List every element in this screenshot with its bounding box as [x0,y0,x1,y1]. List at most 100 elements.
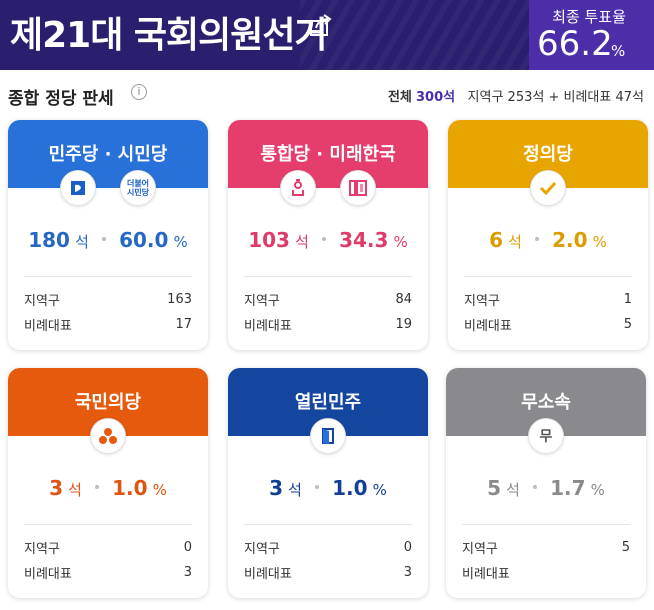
separator-dot [535,237,540,241]
party-card-independent[interactable]: 무소속 무 5 석 1.7 % 지역구 5 비례대표 [446,368,646,598]
pr-value: 5 [623,317,632,332]
percent-unit: % [393,233,408,251]
seat-count: 103 [248,228,290,252]
pr-row: 비례대표 3 [244,560,412,585]
info-icon[interactable]: i [131,84,147,100]
seat-count: 3 [269,476,284,500]
total-seats: 300석 [416,90,456,105]
pr-value: 19 [395,317,412,332]
seat-breakdown: 지역구 5 비례대표 [462,524,630,585]
district-label: 지역구 [24,294,60,309]
card-header: 통합당 · 미래한국 [228,120,428,188]
party-name: 통합당 · 미래한국 [260,144,396,165]
election-title: 제21대 국회의원선거 [10,15,328,56]
turnout-box: 최종 투표율 66.2 % [529,0,654,70]
seat-unit: 석 [506,481,520,499]
pr-value: 17 [175,317,192,332]
district-value: 0 [403,540,412,555]
district-label: 지역구 [462,542,498,557]
party-logos [8,418,208,456]
pr-row: 비례대표 19 [244,312,412,337]
turnout-label: 최종 투표율 [552,8,626,26]
seat-summary: 전체 300석 지역구 253석 + 비례대표 47석 [388,86,644,105]
future-korea-logo-icon [340,170,376,206]
district-row: 지역구 84 [244,287,412,312]
section-title: 종합 정당 판세 [8,89,114,109]
pr-value: 3 [183,565,192,580]
seat-percent: 1.7 [550,476,586,500]
turnout-unit: % [611,42,626,60]
party-card-justice[interactable]: 정의당 6 석 2.0 % 지역구 1 비례대표 5 [448,120,648,350]
card-header: 민주당 · 시민당 [8,120,208,188]
party-card-peoples[interactable]: 국민의당 3 석 1.0 % 지역구 0 비례대표 3 [8,368,208,598]
check-icon [530,170,566,206]
district-value: 0 [183,540,192,555]
seat-stat: 180 석 60.0 % [8,228,208,252]
independent-logo-icon: 무 [528,418,564,454]
democratic-party-logo-icon [60,170,96,206]
seat-percent: 34.3 [339,228,389,252]
district-value: 5 [621,540,630,555]
seat-unit: 석 [288,481,302,499]
district-row: 지역구 0 [244,535,412,560]
pr-summary: 비례대표 47석 [563,90,644,105]
platform-party-logo-icon: 더불어 시민당 [120,170,156,206]
district-row: 지역구 163 [24,287,192,312]
district-label: 지역구 [24,542,60,557]
seat-percent: 2.0 [552,228,588,252]
seat-stat: 103 석 34.3 % [228,228,428,252]
card-header: 국민의당 [8,368,208,436]
seat-count: 6 [489,228,504,252]
separator-dot [533,485,538,489]
percent-unit: % [173,233,188,251]
seat-stat: 3 석 1.0 % [228,476,428,500]
seat-breakdown: 지역구 0 비례대표 3 [24,524,192,585]
seat-stat: 5 석 1.7 % [446,476,646,500]
seat-unit: 석 [75,233,89,251]
election-banner: 제21대 국회의원선거 최종 투표율 66.2 % [0,0,654,70]
party-card-united-future[interactable]: 통합당 · 미래한국 103 석 34.3 % 지역구 84 비례대표 19 [228,120,428,350]
pr-row: 비례대표 17 [24,312,192,337]
seat-unit: 석 [508,233,522,251]
seat-stat: 3 석 1.0 % [8,476,208,500]
party-logos [448,170,648,208]
percent-unit: % [590,481,605,499]
district-row: 지역구 1 [464,287,632,312]
total-label: 전체 [387,90,412,105]
seat-breakdown: 지역구 84 비례대표 19 [244,276,412,337]
party-logos: 무 [446,418,646,456]
seat-count: 180 [28,228,70,252]
party-logos [228,170,428,208]
separator-dot [315,485,320,489]
seat-stat: 6 석 2.0 % [448,228,648,252]
pr-row: 비례대표 5 [464,312,632,337]
open-democratic-logo-icon [310,418,346,454]
seat-count: 5 [487,476,502,500]
separator-dot [95,485,100,489]
party-logos: 더불어 시민당 [8,170,208,208]
pr-label: 비례대표 [24,567,72,582]
share-icon[interactable] [308,12,334,38]
party-name: 민주당 · 시민당 [48,144,168,165]
pr-label: 비례대표 [244,567,292,582]
seat-count: 3 [49,476,64,500]
peoples-party-logo-icon [90,418,126,454]
seat-breakdown: 지역구 163 비례대표 17 [24,276,192,337]
percent-unit: % [592,233,607,251]
party-card-open-democratic[interactable]: 열린민주 3 석 1.0 % 지역구 0 비례대표 3 [228,368,428,598]
party-name: 국민의당 [74,392,142,413]
pr-value: 3 [403,565,412,580]
party-card-democratic[interactable]: 민주당 · 시민당 더불어 시민당 180 석 60.0 % 지역구 163 비례… [8,120,208,350]
party-name: 무소속 [521,392,571,413]
independent-logo-letter: 무 [539,429,553,445]
seat-unit: 석 [68,481,82,499]
district-row: 지역구 5 [462,535,630,560]
seat-breakdown: 지역구 1 비례대표 5 [464,276,632,337]
district-value: 84 [395,292,412,307]
seat-breakdown: 지역구 0 비례대표 3 [244,524,412,585]
pr-label: 비례대표 [244,319,292,334]
turnout-value: 66.2 [537,24,613,64]
district-summary: 지역구 253석 [467,90,545,105]
district-label: 지역구 [244,542,280,557]
pr-label: 비례대표 [462,567,510,582]
